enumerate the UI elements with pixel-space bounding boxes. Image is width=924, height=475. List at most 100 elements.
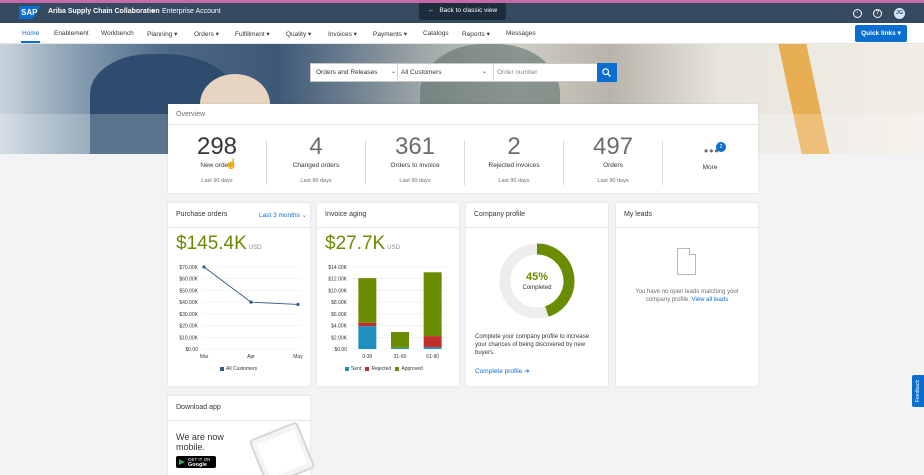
nav-orders-label: Orders: [194, 31, 214, 38]
po-amount: $145.4K USD: [176, 233, 261, 255]
invoice-bar-chart: $14.00K $12.00K $10.00K $8.00K $6.00K $4.00K $…: [328, 265, 449, 360]
divider: [168, 124, 758, 125]
nav-quality-label: Quality: [286, 31, 307, 38]
back-to-classic-button[interactable]: ← Back to classic view: [419, 3, 506, 20]
chevron-down-icon[interactable]: ⌄: [391, 69, 397, 75]
order-number-input[interactable]: [497, 66, 593, 79]
bar-rejected: [358, 322, 377, 327]
nav-payments-label: Payments: [373, 31, 402, 38]
y-tick-label: $30.00K: [179, 312, 198, 318]
bar-approved: [358, 278, 377, 323]
data-point: [202, 265, 206, 269]
kpi-orders-to-invoice[interactable]: 361 Orders to invoice Last 90 days: [366, 134, 464, 185]
order-search-bar: Orders and Releases ⌄ All Customers ⌄: [310, 63, 617, 82]
kpi-rejected-invoices[interactable]: 2 Rejected invoices Last 90 days: [465, 134, 563, 185]
kpi-value: 497: [592, 133, 634, 160]
po-currency: USD: [248, 245, 262, 251]
active-tab-indicator: [21, 41, 40, 43]
nav-quality[interactable]: Quality ▾: [286, 31, 312, 38]
download-app-title: Download app: [176, 404, 221, 411]
legend-swatch: [345, 366, 349, 371]
nav-orders[interactable]: Orders ▾: [194, 31, 219, 38]
gear-icon[interactable]: ·: [853, 9, 862, 18]
my-leads-card: My leads You have no open leads matching…: [616, 203, 758, 386]
nav-payments[interactable]: Payments ▾: [373, 31, 407, 38]
more-label[interactable]: More: [702, 164, 718, 171]
overview-card: Overview 298 New orders Last 90 days 4 C…: [168, 104, 758, 193]
help-icon[interactable]: ?: [873, 9, 882, 18]
mobile-promo-text: We are now mobile.: [176, 432, 224, 452]
divider: [397, 64, 398, 81]
legend-label: Rejected: [371, 366, 392, 372]
arrow-right-icon: ➔: [524, 368, 530, 375]
chevron-down-icon[interactable]: ⌄: [482, 69, 488, 75]
divider: [493, 64, 494, 81]
badge-small-text: GET IT ON: [188, 457, 211, 462]
nav-catalogs[interactable]: Catalogs: [423, 30, 449, 37]
promo-line-1: We are now: [176, 432, 224, 442]
shell-bar: SAP Ariba Supply Chain Collaboration ▾ E…: [0, 0, 924, 23]
legend-label: All Customers: [226, 366, 258, 372]
complete-profile-link[interactable]: Complete profile ➔: [475, 367, 530, 375]
y-tick-label: $60.00K: [179, 277, 198, 283]
feedback-tab[interactable]: Feedback: [912, 375, 924, 407]
series-line: [203, 266, 299, 305]
nav-fulfillment[interactable]: Fulfillment ▾: [235, 31, 270, 38]
divider: [168, 227, 310, 228]
nav-planning-label: Planning: [147, 31, 173, 38]
divider: [317, 227, 459, 228]
kpi-changed-orders[interactable]: 4 Changed orders Last 90 days: [267, 134, 365, 185]
y-tick-label: $0.00: [185, 347, 198, 353]
donut-completed-slice: [536, 243, 575, 317]
quick-links-button[interactable]: Quick links ▾: [855, 25, 907, 42]
complete-profile-label: Complete profile: [475, 368, 523, 375]
badge-big-text: Google play: [188, 462, 207, 474]
quick-links-label: Quick links: [861, 30, 896, 37]
x-tick-label: 0-30: [362, 354, 372, 360]
divider: [365, 141, 366, 185]
nav-enablement[interactable]: Enablement: [54, 30, 89, 37]
invoice-amount: $27.7K USD: [325, 233, 400, 255]
profile-donut-chart: [499, 243, 575, 319]
avatar[interactable]: JG: [894, 8, 905, 19]
y-tick-label: $14.00K: [328, 265, 347, 271]
y-tick-label: $2.00K: [331, 335, 348, 341]
kpi-label: Rejected invoices: [488, 162, 540, 169]
nav-reports[interactable]: Reports ▾: [462, 31, 490, 38]
more-icon[interactable]: •••: [704, 144, 720, 158]
bar-approved: [391, 332, 409, 348]
nav-invoices[interactable]: Invoices ▾: [328, 31, 357, 38]
document-type-select[interactable]: Orders and Releases: [316, 69, 378, 76]
y-tick-label: $6.00K: [331, 312, 348, 318]
customer-select[interactable]: All Customers: [401, 69, 442, 76]
profile-description: Complete your company profile to increas…: [475, 334, 590, 356]
kpi-new-orders[interactable]: 298 New orders Last 90 days: [168, 133, 266, 185]
nav-home[interactable]: Home: [22, 30, 40, 37]
period-select[interactable]: Last 3 months ⌄: [259, 212, 308, 219]
my-leads-title: My leads: [624, 211, 653, 218]
kpi-label: Changed orders: [292, 162, 340, 169]
nav-planning[interactable]: Planning ▾: [147, 31, 178, 38]
invoice-aging-title: Invoice aging: [325, 211, 367, 218]
search-button[interactable]: [597, 63, 617, 82]
more-badge: 2: [716, 142, 726, 152]
sap-logo[interactable]: SAP: [19, 6, 41, 19]
period-label: Last 3 months: [259, 212, 300, 219]
purchase-orders-card: Purchase orders Last 3 months ⌄ $145.4K U…: [168, 203, 310, 386]
kpi-orders[interactable]: 497 Orders Last 90 days: [564, 133, 662, 185]
google-play-badge[interactable]: GET IT ON Google play: [176, 456, 216, 474]
promo-line-2: mobile.: [176, 442, 206, 452]
kpi-value: 298: [196, 133, 238, 160]
divider: [466, 227, 608, 228]
nav-workbench[interactable]: Workbench: [101, 30, 134, 37]
invoice-aging-card: Invoice aging $27.7K USD $14.00K $12.00K $1…: [317, 203, 459, 386]
invoice-amount-value: $27.7K: [325, 233, 386, 254]
po-line-chart: $70.00K $60.00K $50.00K $40.00K $30.00K $20.0…: [179, 265, 303, 360]
nav-reports-label: Reports: [462, 31, 485, 38]
x-tick-label: Apr: [247, 354, 255, 360]
chevron-down-icon[interactable]: ▾: [151, 9, 155, 15]
arrow-left-icon: ←: [427, 7, 435, 14]
app-title[interactable]: Ariba Supply Chain Collaboration: [48, 8, 160, 15]
nav-messages[interactable]: Messages: [506, 30, 536, 37]
view-all-leads-link[interactable]: View all leads: [691, 297, 729, 303]
